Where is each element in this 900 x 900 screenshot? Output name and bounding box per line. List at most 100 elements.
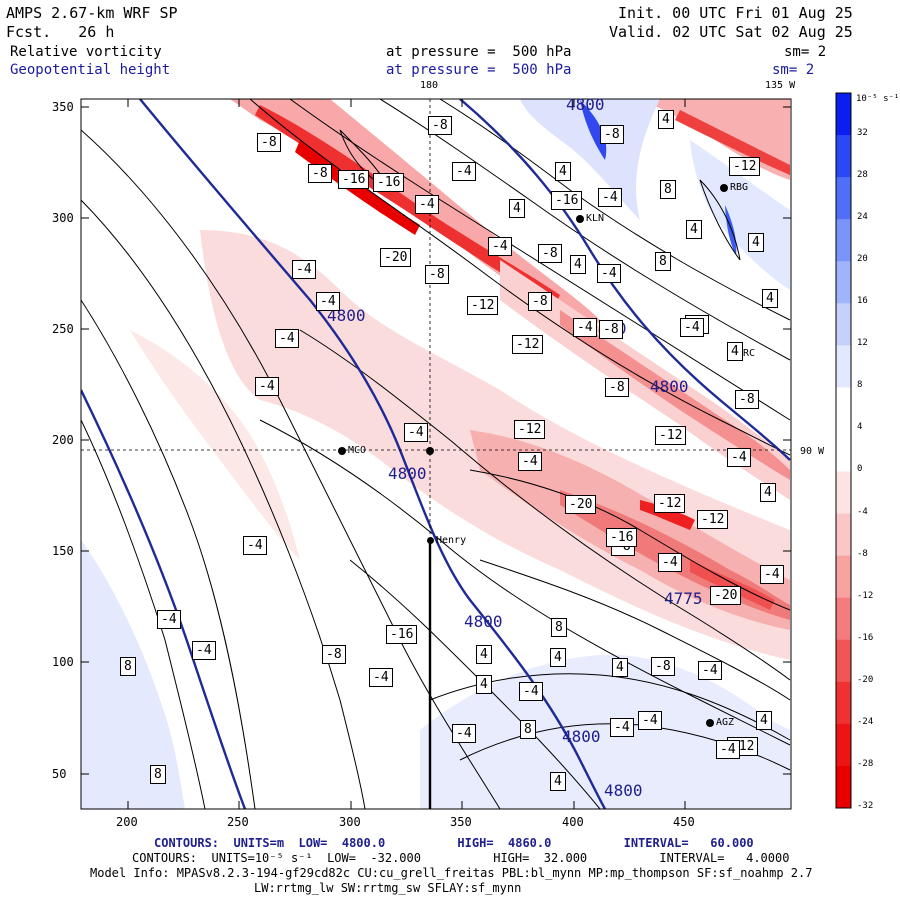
height-label: 4800 <box>464 612 503 631</box>
vorticity-contour-label: 4 <box>760 483 776 502</box>
vorticity-contour-label: -4 <box>727 448 751 467</box>
pos-vorticity-east <box>690 140 790 290</box>
vorticity-contour-label: 4 <box>756 711 772 730</box>
vorticity-contour-info: CONTOURS: UNITS=10⁻⁵ s⁻¹ LOW= -32.000 HI… <box>132 851 790 865</box>
vorticity-contour-label: -8 <box>528 292 552 311</box>
y-tick-label: 100 <box>52 655 74 669</box>
vorticity-contour-label: -4 <box>573 318 597 337</box>
colorbar-swatch <box>836 513 851 557</box>
model-info-2: LW:rrtmg_lw SW:rrtmg_sw SFLAY:sf_mynn <box>254 881 522 895</box>
colorbar-label: -4 <box>857 506 868 517</box>
vorticity-contour-label: 4 <box>509 199 525 218</box>
colorbar-label: 16 <box>857 296 868 307</box>
vorticity-contour-label: 4 <box>555 162 571 181</box>
vorticity-contour-label: -4 <box>488 237 512 256</box>
vorticity-contour-label: 8 <box>551 618 567 637</box>
vorticity-contour-label: 8 <box>120 657 136 676</box>
pos-vorticity-south <box>420 654 790 809</box>
colorbar-swatch <box>836 93 851 136</box>
height-contour-info: CONTOURS: UNITS=m LOW= 4800.0 HIGH= 4860… <box>154 836 754 850</box>
colorbar-label: 28 <box>857 170 868 181</box>
pos-vorticity-northeast <box>520 99 660 220</box>
vorticity-contour-label: -4 <box>192 641 216 660</box>
colorbar-label: 4 <box>857 422 863 433</box>
vorticity-contour-label: -4 <box>680 318 704 337</box>
vorticity-contour-label: -12 <box>467 296 499 315</box>
vorticity-contour-label: 8 <box>150 765 166 784</box>
valid-time: Valid. 02 UTC Sat 02 Aug 25 <box>609 23 853 41</box>
vorticity-contour-label: 4 <box>727 342 743 361</box>
vorticity-contour-label: -8 <box>651 657 675 676</box>
lon-label-135w: 135 W <box>765 80 796 91</box>
colorbar-label: 0 <box>857 464 863 475</box>
vorticity-contour-label: -4 <box>404 423 428 442</box>
vorticity-contour-label: -4 <box>369 668 393 687</box>
height-contour-north <box>459 99 791 461</box>
colorbar-swatch <box>836 303 851 346</box>
y-tick-label: 300 <box>52 211 74 225</box>
x-tick-label: 400 <box>562 815 584 829</box>
height-label: 4800 <box>566 95 605 114</box>
colorbar-swatch <box>836 177 851 220</box>
height-label: 4800 <box>327 306 366 325</box>
colorbar-swatch <box>836 765 851 809</box>
colorbar-label: 32 <box>857 128 868 138</box>
vorticity-contour-label: -8 <box>599 320 623 339</box>
colorbar-swatch <box>836 597 851 641</box>
vorticity-contour-label: -8 <box>428 116 452 135</box>
vorticity-contour-label: 4 <box>550 648 566 667</box>
vorticity-contour-label: 4 <box>612 658 628 677</box>
vorticity-contour-label: -4 <box>316 292 340 311</box>
vorticity-contour-label: -4 <box>519 682 543 701</box>
neg-vorticity-west-band <box>130 330 300 560</box>
colorbar-label: -12 <box>857 590 874 601</box>
field2-name: Geopotential height <box>10 62 171 78</box>
vorticity-contour-label: -4 <box>452 162 476 181</box>
vorticity-contour-label: -12 <box>514 420 546 439</box>
colorbar-swatch <box>836 429 851 473</box>
vorticity-contour-label: 4 <box>476 645 492 664</box>
colorbar-swatch <box>836 135 851 178</box>
colorbar-swatch <box>836 261 851 304</box>
x-tick-label: 350 <box>450 815 472 829</box>
vorticity-contour-label: -4 <box>658 553 682 572</box>
vorticity-contour-label: -4 <box>638 711 662 730</box>
vorticity-contour-label: -4 <box>760 565 784 584</box>
height-label: 4775 <box>664 589 703 608</box>
vorticity-contour-label: -12 <box>654 494 686 513</box>
colorbar-label: 20 <box>857 254 868 265</box>
y-tick-label: 50 <box>52 767 67 781</box>
forecast-hour: Fcst. 26 h <box>6 23 115 41</box>
colorbar-label: -8 <box>857 548 868 559</box>
colorbar-swatch <box>836 555 851 599</box>
vorticity-contour-label: -12 <box>729 157 761 176</box>
x-tick-label: 300 <box>339 815 361 829</box>
colorbar <box>835 92 852 809</box>
vorticity-contour-label: -8 <box>600 125 624 144</box>
vorticity-contour-label: -4 <box>518 452 542 471</box>
vorticity-contour-label: -12 <box>697 510 729 529</box>
vorticity-contour-label: -16 <box>338 170 370 189</box>
x-tick-label: 450 <box>673 815 695 829</box>
vorticity-contour-label: -16 <box>551 191 583 210</box>
vorticity-contour-label: 8 <box>655 252 671 271</box>
vorticity-contour-label: 4 <box>550 772 566 791</box>
vorticity-contour-label: -4 <box>243 536 267 555</box>
vorticity-contour-label: 4 <box>476 675 492 694</box>
vorticity-contour-label: -20 <box>710 586 742 605</box>
height-label: 4800 <box>562 727 601 746</box>
vorticity-contour-label: -16 <box>386 625 418 644</box>
vorticity-contour-label: -16 <box>606 528 638 547</box>
vorticity-contour-label: -4 <box>157 610 181 629</box>
x-tick-label: 250 <box>227 815 249 829</box>
y-tick-label: 350 <box>52 100 74 114</box>
colorbar-swatch <box>836 219 851 262</box>
vorticity-contour-label: 4 <box>748 233 764 252</box>
vorticity-contour-label: -12 <box>512 335 544 354</box>
colorbar-label: 8 <box>857 380 863 391</box>
init-time: Init. 00 UTC Fri 01 Aug 25 <box>618 4 853 22</box>
colorbar-swatch <box>836 639 851 683</box>
field1-name: Relative vorticity <box>10 44 162 60</box>
colorbar-label: -24 <box>857 716 874 727</box>
